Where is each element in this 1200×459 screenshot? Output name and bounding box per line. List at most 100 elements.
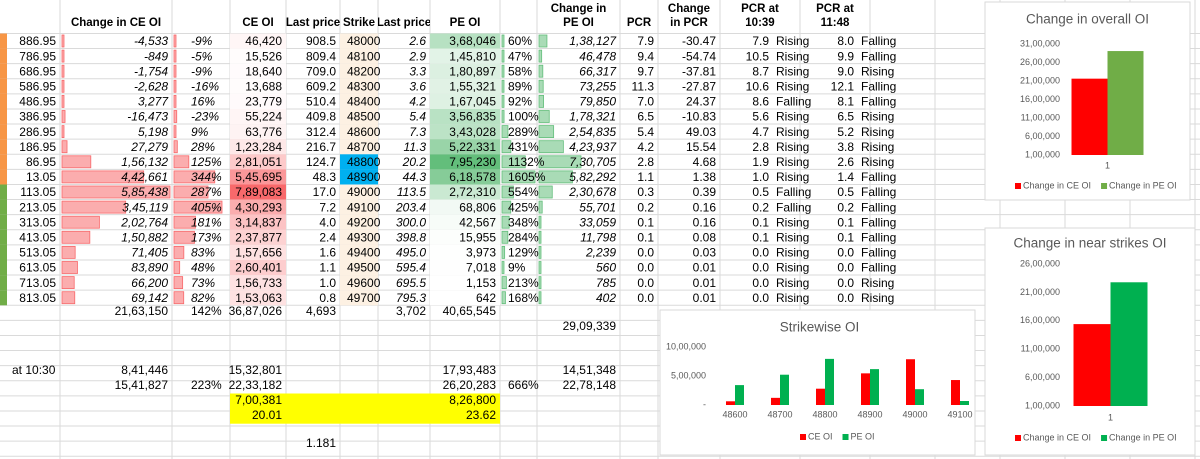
heat-cell	[430, 63, 500, 79]
data-bar	[61, 155, 92, 169]
cell: 17,93,483	[443, 363, 497, 377]
cell: 58%	[508, 64, 532, 78]
cell: Rising	[861, 140, 894, 154]
heat-cell	[230, 199, 286, 215]
y-tick-label: 16,00,000	[1020, 94, 1060, 104]
cell: 3,973	[466, 246, 496, 260]
cell: 709.0	[306, 64, 336, 78]
cell: 1,23,284	[235, 140, 282, 154]
data-bar	[61, 34, 65, 48]
data-bar	[538, 140, 564, 154]
cell: 609.2	[306, 79, 336, 93]
cell: Falling	[861, 95, 896, 109]
cell: 7,00,381	[235, 393, 282, 407]
cell: 66,317	[579, 64, 617, 78]
strike-cell	[340, 290, 378, 306]
cell: 9.7	[637, 64, 654, 78]
data-bar	[61, 245, 76, 259]
y-tick-label: 10,00,000	[666, 341, 706, 351]
header-cell: PE OI	[450, 17, 481, 29]
cell: 300.0	[396, 215, 426, 229]
cell: 1.38	[693, 170, 717, 184]
data-bar	[538, 185, 553, 199]
cell: 113.5	[397, 185, 426, 199]
cell: 3.3	[409, 64, 426, 78]
cell: 49300	[347, 230, 381, 244]
heat-cell	[430, 109, 500, 125]
heat-cell	[230, 184, 286, 200]
cell: Rising	[776, 170, 809, 184]
cell: 908.5	[306, 34, 336, 48]
x-tick-label: 48700	[767, 409, 792, 419]
header-cell: PCR	[627, 17, 651, 29]
y-tick-label: -	[703, 399, 706, 409]
heat-cell	[230, 139, 286, 155]
cell: 3.8	[837, 140, 854, 154]
row-marker	[0, 63, 7, 79]
row-marker	[0, 124, 7, 140]
cell: 40,65,545	[443, 304, 497, 318]
legend-label: CE OI	[808, 431, 833, 441]
strike-cell	[340, 199, 378, 215]
cell: 47%	[508, 49, 532, 63]
x-tick-label: 48800	[812, 409, 837, 419]
strike-cell	[340, 139, 378, 155]
cell: 8,41,446	[121, 363, 168, 377]
cell: 14,51,348	[563, 363, 617, 377]
strike-cell	[340, 260, 378, 276]
cell: 29,09,339	[563, 319, 617, 333]
data-bar	[501, 291, 506, 305]
y-tick-label: 1,00,000	[1025, 149, 1060, 159]
data-bar	[501, 245, 506, 259]
cell: 513.05	[19, 246, 56, 260]
cell: 60%	[508, 34, 532, 48]
data-bar	[501, 200, 512, 214]
legend-swatch	[1101, 183, 1108, 189]
cell: -4,533	[134, 34, 168, 48]
cell: 79,850	[579, 95, 616, 109]
row-marker	[0, 184, 7, 200]
bar	[726, 401, 735, 405]
data-bar	[538, 155, 582, 169]
cell: -10.83	[682, 110, 716, 124]
cell: 398.8	[396, 230, 426, 244]
heat-cell	[430, 244, 500, 260]
cell: 48.3	[313, 170, 337, 184]
cell: 1,55,321	[449, 79, 496, 93]
cell: 431%	[508, 140, 539, 154]
cell: 1,56,132	[121, 155, 168, 169]
cell: 2,239	[585, 246, 616, 260]
data-bar	[173, 64, 177, 78]
data-bar	[61, 215, 100, 229]
cell: 63,776	[245, 125, 282, 139]
legend-label: PE OI	[851, 431, 875, 441]
cell: 3,14,837	[235, 215, 282, 229]
strike-cell	[340, 93, 378, 109]
cell: 18,640	[245, 64, 282, 78]
cell: 0.1	[837, 215, 854, 229]
cell: 7,89,083	[235, 185, 282, 199]
data-bar	[538, 64, 544, 78]
cell: 9%	[191, 125, 209, 139]
cell: Rising	[776, 110, 809, 124]
cell: 1,67,045	[449, 95, 496, 109]
cell: 2.9	[408, 49, 426, 63]
cell: Rising	[776, 261, 809, 275]
chart-title: Change in near strikes OI	[1013, 236, 1166, 251]
data-bar	[538, 261, 542, 274]
row-marker	[0, 139, 7, 155]
cell: 142%	[191, 304, 222, 318]
cell: 8.7	[752, 64, 769, 78]
cell: 344%	[191, 170, 222, 184]
header-text: PCR at 10:39	[741, 3, 779, 29]
cell: 16%	[191, 95, 215, 109]
cell: Falling	[861, 34, 896, 48]
cell: 8.1	[837, 95, 854, 109]
cell: 586.95	[19, 79, 56, 93]
y-tick-label: 5,00,000	[671, 370, 706, 380]
data-bar	[61, 125, 65, 138]
strike-cell	[340, 124, 378, 140]
cell: 22,33,182	[229, 378, 283, 392]
cell: 6,18,578	[449, 170, 496, 184]
